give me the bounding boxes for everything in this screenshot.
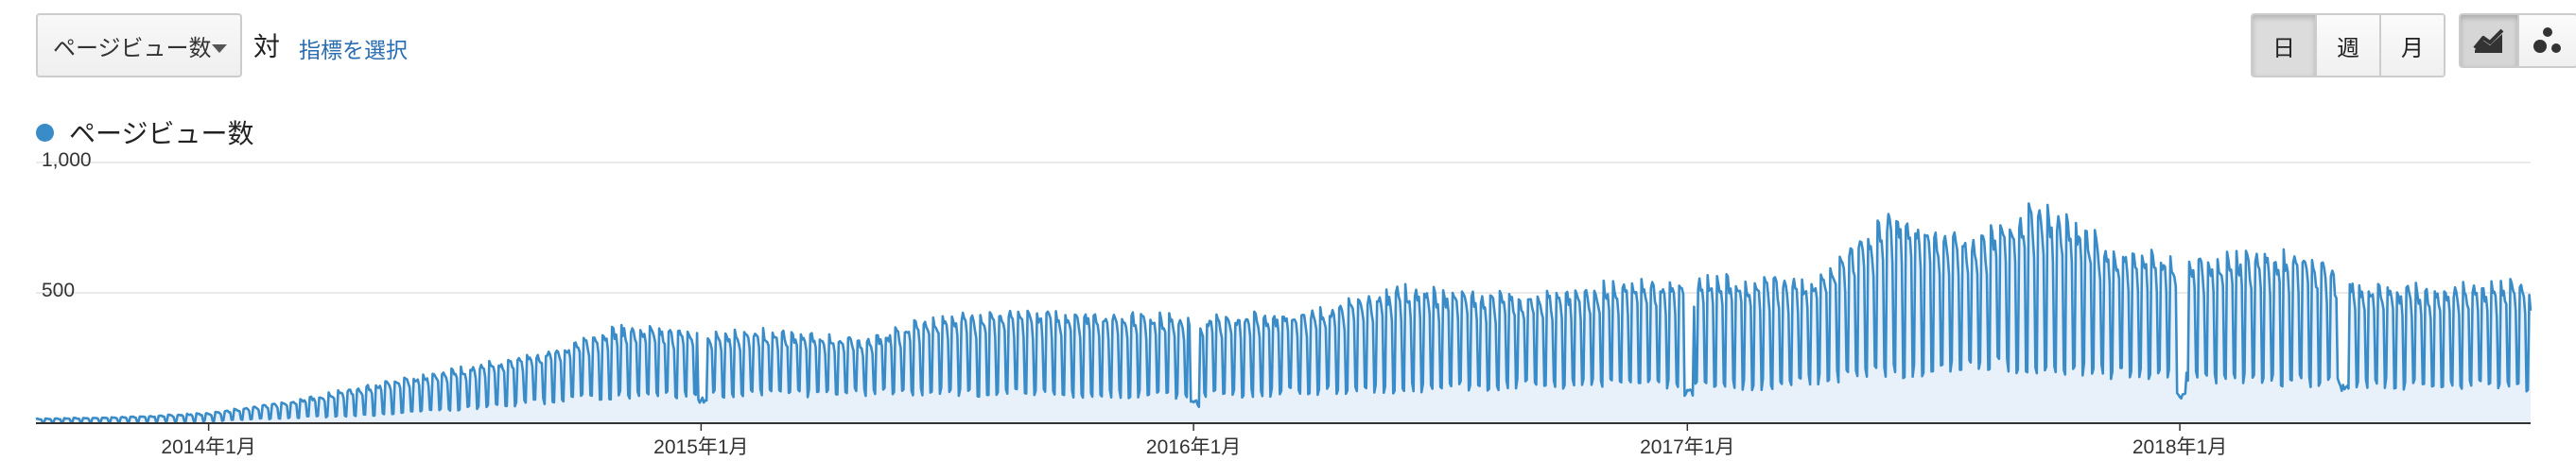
period-day-button[interactable]: 日 [2253, 15, 2317, 76]
chart-legend: ページビュー数 [36, 113, 253, 151]
chart-area-layer [35, 202, 2532, 424]
x-tick-label: 2016年1月 [1146, 436, 1241, 458]
period-week-button[interactable]: 週 [2317, 15, 2381, 76]
x-tick-label: 2018年1月 [2132, 436, 2227, 458]
legend-color-dot [36, 123, 54, 142]
y-tick-label: 500 [42, 280, 75, 301]
versus-label: 対 [253, 32, 281, 61]
chart-label-layer: 1,000 500 2014年1月 2015年1月 2016年1月 2017年1月 2018… [42, 151, 2227, 458]
chevron-down-icon [212, 44, 227, 53]
choose-metric-link[interactable]: 指標を選択 [299, 38, 408, 62]
x-tick-label: 2014年1月 [161, 436, 255, 458]
line-chart-icon [2473, 28, 2504, 53]
pageviews-chart: 1,000 500 2014年1月 2015年1月 2016年1月 2017年1月 2018… [35, 151, 2532, 458]
metric-select-value: ページビュー数 [53, 35, 212, 61]
period-toggle: 日 週 月 [2251, 13, 2445, 77]
period-month-button[interactable]: 月 [2381, 15, 2444, 76]
metric-select[interactable]: ページビュー数 [36, 13, 242, 77]
chart-view-toggle [2459, 13, 2576, 68]
series-line [35, 202, 2532, 424]
x-tick-label: 2017年1月 [1640, 436, 1734, 458]
motion-chart-view-button[interactable] [2519, 15, 2576, 66]
line-chart-view-button[interactable] [2461, 15, 2519, 66]
y-tick-label: 1,000 [42, 151, 92, 171]
chart-axis-layer [36, 422, 2531, 431]
motion-chart-icon [2533, 27, 2561, 53]
x-tick-label: 2015年1月 [653, 436, 748, 458]
legend-series-name: ページビュー数 [69, 119, 254, 148]
